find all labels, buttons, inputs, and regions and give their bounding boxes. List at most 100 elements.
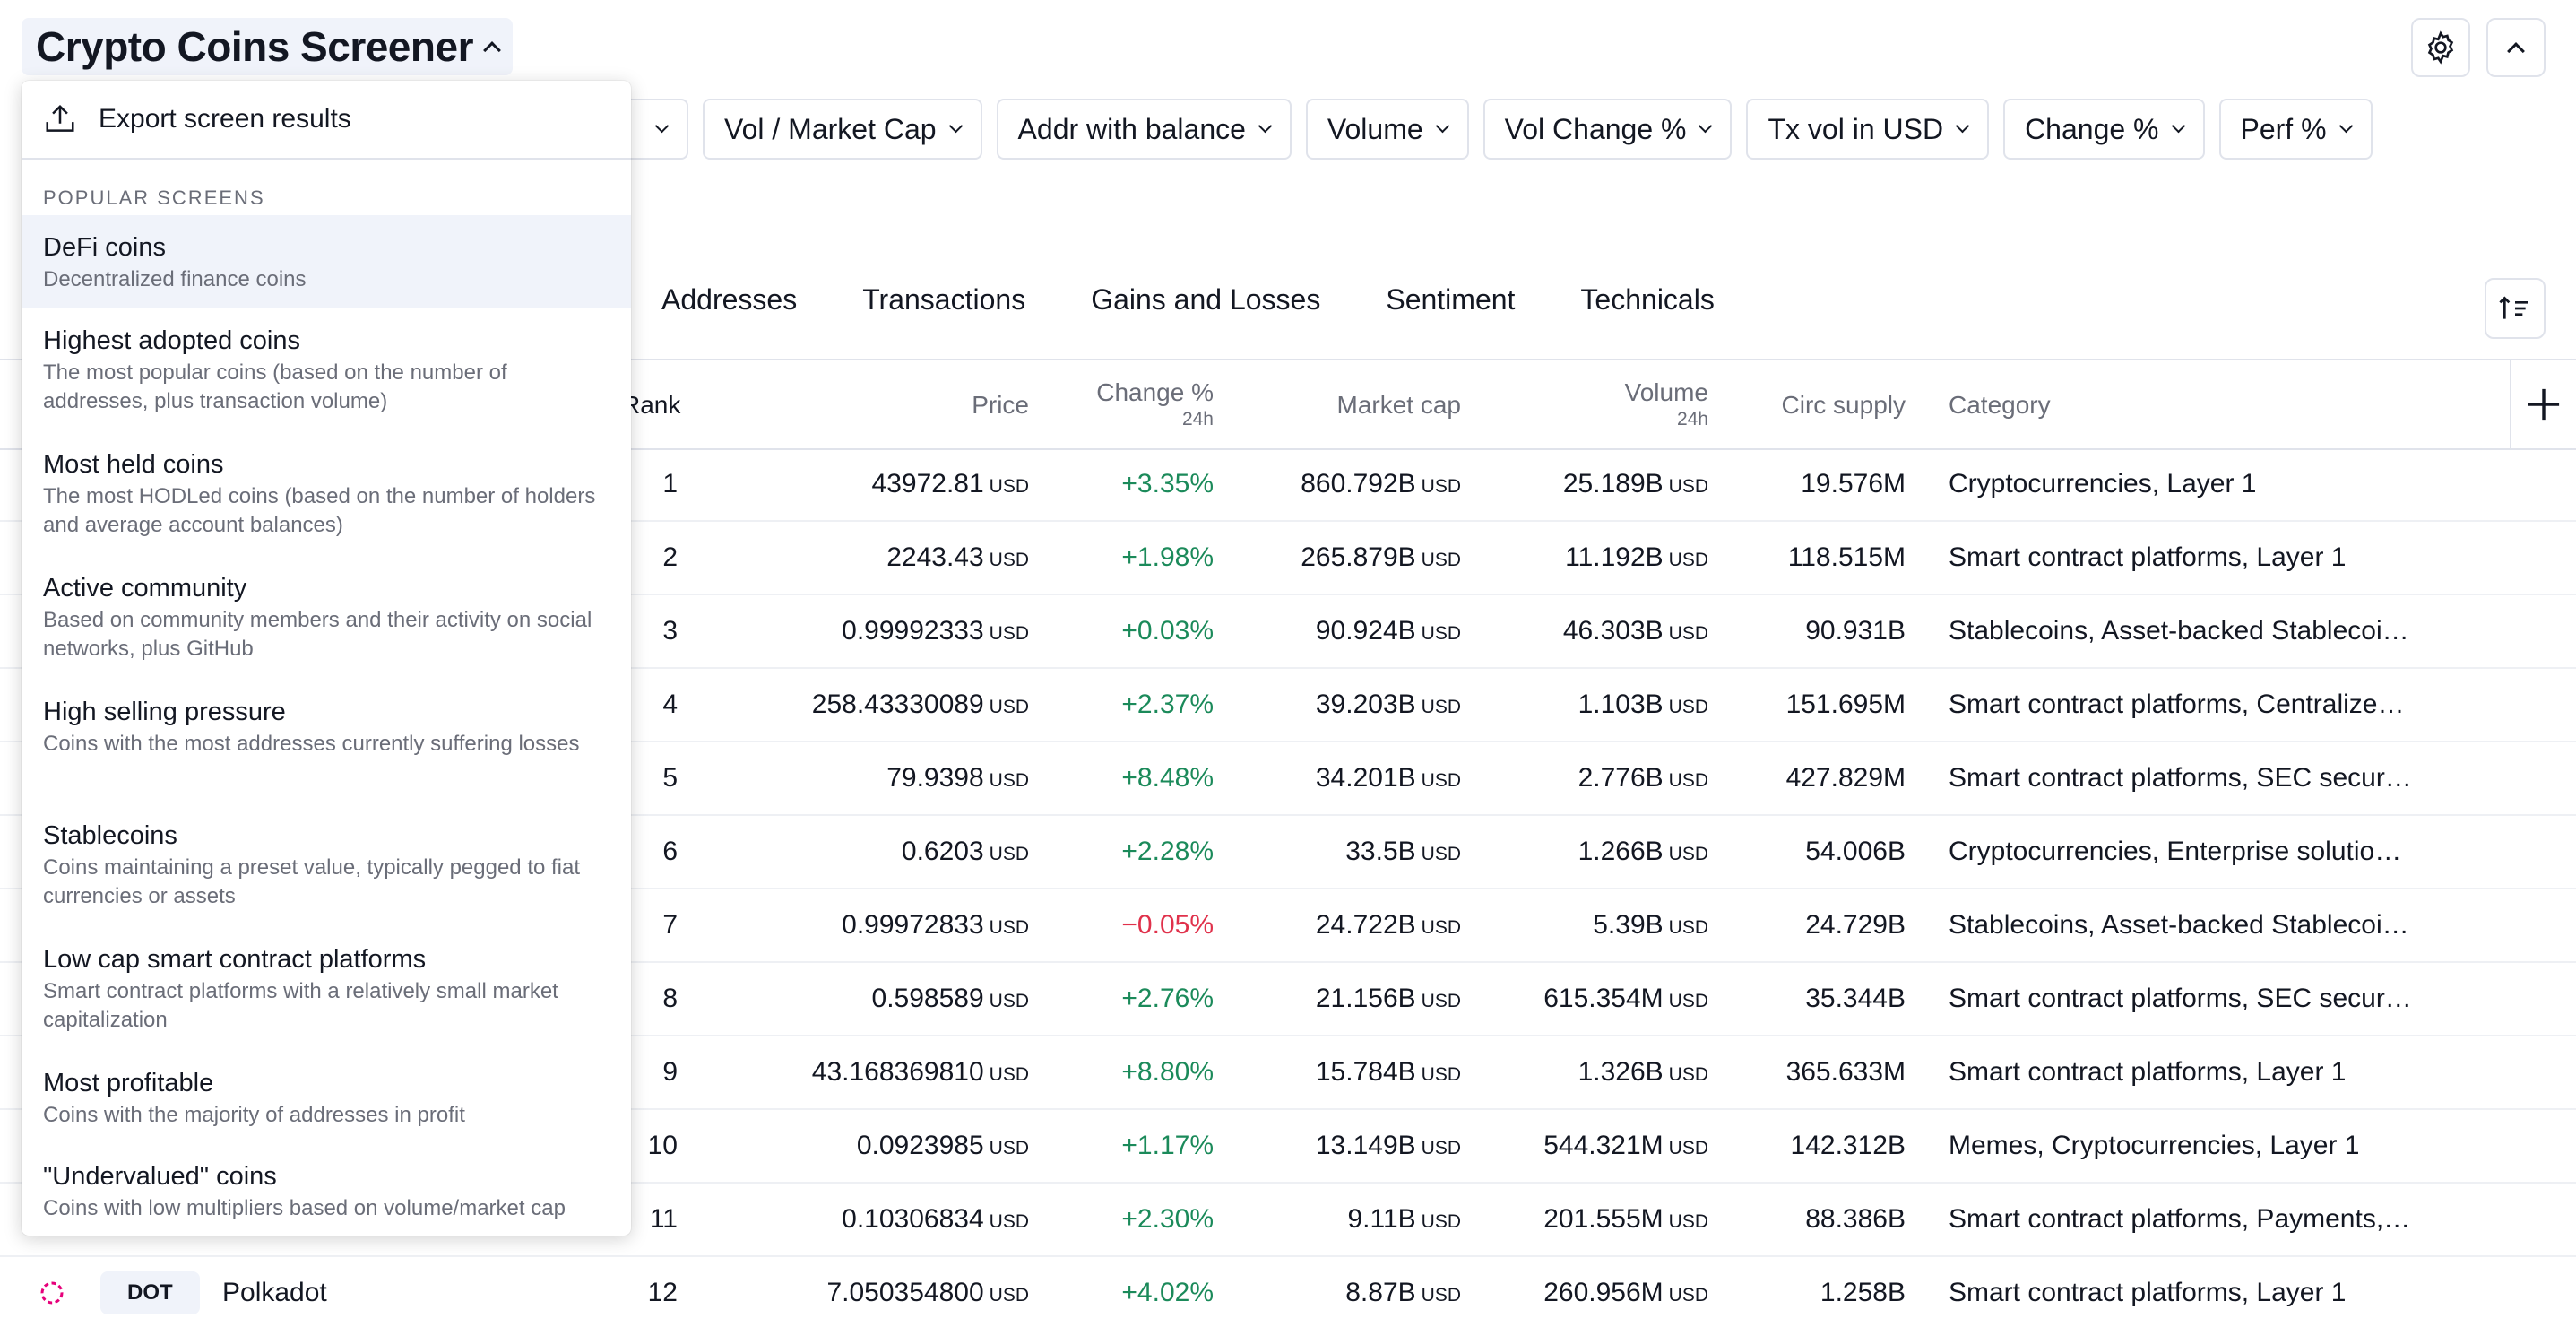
change-cell: +0.03% [1121,616,1214,646]
table-row[interactable]: 1 43972.81 USD +3.35% 860.792B USD 25.189B USD 1… [0,448,2576,522]
rank-cell: 12 [647,1278,678,1307]
table-row[interactable]: 10 0.0923985 USD +1.17% 13.149B USD 544.321M US… [0,1110,2576,1184]
volume-cell: 1.103B USD [1578,690,1708,719]
column-circ-supply[interactable]: Circ supply [1781,391,1906,419]
table-row[interactable]: 4 258.43330089 USD +2.37% 39.203B USD 1.103B US… [0,669,2576,742]
menu-item-screen[interactable]: Stablecoins Coins maintaining a preset va… [22,803,631,927]
price-cell: 0.6203 USD [901,837,1029,866]
volume-cell: 5.39B USD [1593,910,1708,940]
menu-item-title: High selling pressure [43,698,286,726]
tab-sentiment[interactable]: Sentiment [1386,283,1516,316]
filter-vol-change[interactable]: Vol Change % [1482,99,1733,160]
filter-volume[interactable]: Volume [1305,99,1469,160]
chevron-up-icon [2507,42,2525,60]
sort-button[interactable] [2485,278,2546,339]
market-cap-cell: 9.11B USD [1347,1204,1461,1234]
filter-addr-with-balance[interactable]: Addr with balance [996,99,1292,160]
table-row[interactable]: 7 0.99972833 USD −0.05% 24.722B USD 5.39B USD 24… [0,889,2576,963]
coin-name[interactable]: Polkadot [222,1278,327,1307]
table-body: 1 43972.81 USD +3.35% 860.792B USD 25.189B USD 1… [0,448,2576,1327]
category-cell: Smart contract platforms, Layer 1 [1949,1057,2347,1087]
column-price[interactable]: Price [972,391,1029,419]
circ-supply-cell: 151.695M [1785,690,1906,719]
rank-cell: 8 [662,984,678,1013]
menu-item-description: Coins maintaining a preset value, typica… [43,855,581,908]
menu-item-screen[interactable]: Low cap smart contract platforms Smart co… [22,927,631,1051]
table-row[interactable]: 11 0.10306834 USD +2.30% 9.11B USD 201.555M USD… [0,1184,2576,1257]
table-row[interactable]: 3 0.99992333 USD +0.03% 90.924B USD 46.303B USD… [0,595,2576,669]
category-cell: Smart contract platforms, SEC secur… [1949,984,2412,1013]
rank-cell: 11 [649,1204,678,1234]
menu-item-screen[interactable]: Most held coins The most HODLed coins (ba… [22,432,631,556]
menu-item-screen[interactable]: Highest adopted coins The most popular co… [22,308,631,432]
volume-cell: 1.326B USD [1578,1057,1708,1087]
add-column-button[interactable] [2510,360,2576,448]
volume-cell: 2.776B USD [1578,763,1708,793]
table-header: Rank Price Change % 24h Market cap Volum… [0,360,2576,448]
menu-item-screen[interactable]: DeFi coins Decentralized finance coins [22,215,631,308]
circ-supply-cell: 1.258B [1820,1278,1906,1307]
filter-tx-vol-usd[interactable]: Tx vol in USD [1746,99,1990,160]
coin-ticker[interactable]: DOT [100,1271,200,1314]
collapse-button[interactable] [2486,18,2546,77]
chevron-down-icon [1258,118,1273,133]
menu-item-title: Low cap smart contract platforms [43,945,427,974]
tab-technicals[interactable]: Technicals [1580,283,1715,316]
menu-item-description: Smart contract platforms with a relative… [43,979,558,1032]
volume-cell: 260.956M USD [1543,1278,1708,1307]
column-market-cap[interactable]: Market cap [1336,391,1462,419]
circ-supply-cell: 118.515M [1787,542,1906,572]
chevron-down-icon [1435,118,1449,133]
volume-cell: 11.192B USD [1565,542,1708,572]
change-cell: +8.80% [1121,1057,1214,1087]
column-tabs: Addresses Transactions Gains and Losses … [661,283,1715,317]
menu-item-screen[interactable]: Active community Based on community membe… [22,556,631,680]
change-cell: +1.17% [1121,1131,1214,1160]
volume-cell: 201.555M USD [1543,1204,1708,1234]
chevron-down-icon [1699,118,1713,133]
price-cell: 7.050354800 USD [826,1278,1029,1307]
market-cap-cell: 13.149B USD [1315,1131,1461,1160]
menu-item-screen[interactable]: High selling pressure Coins with the most… [22,680,631,803]
category-cell: Smart contract platforms, Centralize… [1949,690,2405,719]
menu-item-description: Coins with the majority of addresses in … [43,1103,465,1127]
filter-perf[interactable]: Perf % [2218,99,2373,160]
menu-item-screen[interactable]: Most profitable Coins with the majority o… [22,1051,631,1144]
screener-title-button[interactable]: Crypto Coins Screener [22,18,513,75]
table-row[interactable]: 5 79.9398 USD +8.48% 34.201B USD 2.776B USD 427.… [0,742,2576,816]
table-row[interactable]: 6 0.6203 USD +2.28% 33.5B USD 1.266B USD 54.006B… [0,816,2576,889]
table-row[interactable]: 9 43.168369810 USD +8.80% 15.784B USD 1.326B US… [0,1036,2576,1110]
column-rank[interactable]: Rank [622,391,681,419]
screens-dropdown-menu: Export screen results POPULAR SCREENS De… [22,81,631,1236]
rank-cell: 6 [662,837,678,866]
volume-cell: 544.321M USD [1543,1131,1708,1160]
category-cell: Smart contract platforms, Layer 1 [1949,1278,2347,1307]
chevron-down-icon [654,118,670,133]
chevron-down-icon [948,118,963,133]
market-cap-cell: 15.784B USD [1315,1057,1461,1087]
filter-change[interactable]: Change % [2003,99,2205,160]
sort-icon [2499,296,2528,319]
chevron-down-icon [2338,118,2353,133]
filter-vol-market-cap[interactable]: Vol / Market Cap [703,99,982,160]
circ-supply-cell: 54.006B [1805,837,1906,866]
filter-button-partial[interactable] [609,99,688,160]
table-row[interactable]: DOT Polkadot 12 7.050354800 USD +4.02% 8.87B US… [0,1257,2576,1327]
column-change[interactable]: Change % 24h [1096,378,1214,429]
market-cap-cell: 8.87B USD [1345,1278,1461,1307]
menu-item-screen[interactable]: "Undervalued" coins Coins with low multip… [22,1144,631,1237]
column-volume[interactable]: Volume 24h [1624,378,1708,429]
chevron-down-icon [2171,118,2185,133]
volume-cell: 46.303B USD [1562,616,1708,646]
table-row[interactable]: 8 0.598589 USD +2.76% 21.156B USD 615.354M USD 3… [0,963,2576,1036]
column-category[interactable]: Category [1949,391,2051,419]
menu-item-title: "Undervalued" coins [43,1162,277,1191]
table-row[interactable]: 2 2243.43 USD +1.98% 265.879B USD 11.192B USD 11… [0,522,2576,595]
settings-button[interactable] [2411,18,2470,77]
tab-transactions[interactable]: Transactions [862,283,1026,316]
gear-icon [2427,30,2454,65]
rank-cell: 9 [662,1057,678,1087]
export-screen-results[interactable]: Export screen results [22,81,631,160]
tab-addresses[interactable]: Addresses [661,283,798,316]
tab-gains-and-losses[interactable]: Gains and Losses [1091,283,1321,316]
